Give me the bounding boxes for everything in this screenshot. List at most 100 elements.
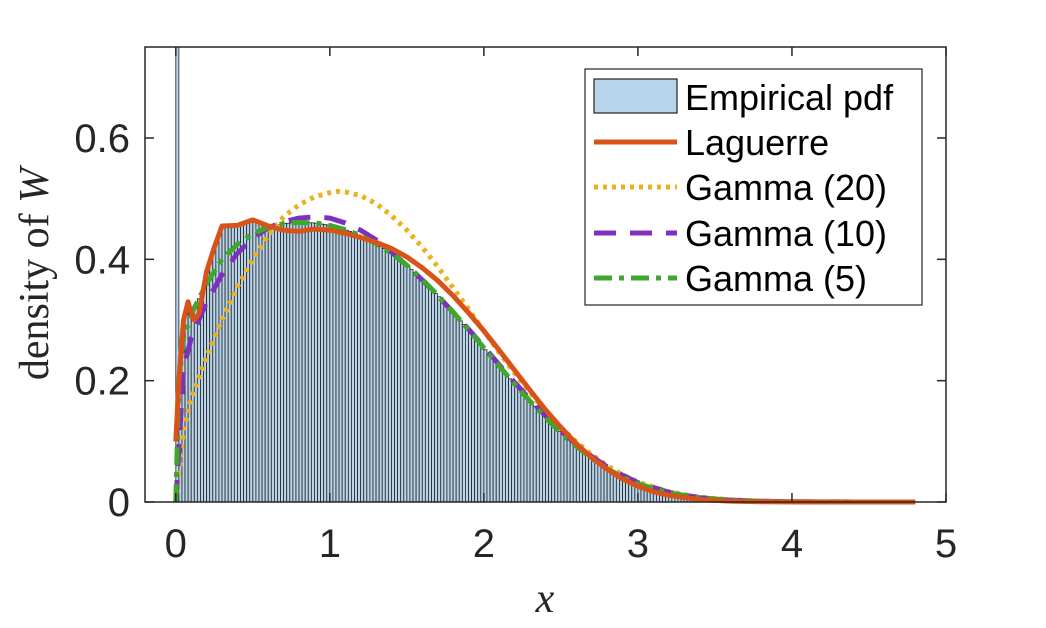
histogram-bar — [446, 306, 451, 503]
density-curves — [173, 188, 916, 505]
histogram-bar — [560, 433, 565, 503]
histogram-bar — [548, 421, 553, 503]
histogram-bar — [338, 227, 343, 503]
histogram-bar — [326, 224, 331, 503]
y-axis-label: density of W — [12, 164, 58, 380]
histogram-bar — [538, 412, 543, 503]
y-tick-label: 0.6 — [74, 117, 130, 161]
x-tick-label: 1 — [319, 522, 341, 566]
histogram-bar — [468, 331, 472, 503]
histogram-bar — [280, 223, 285, 503]
histogram-bar — [206, 266, 211, 503]
histogram-bar — [529, 402, 534, 503]
histogram-bar — [400, 261, 405, 503]
x-tick-label: 0 — [165, 522, 187, 566]
histogram-bar — [403, 263, 408, 503]
histogram-bar — [489, 356, 494, 503]
histogram-bar — [246, 221, 251, 503]
histogram-bar — [341, 228, 346, 503]
histogram-bar — [517, 388, 522, 503]
histogram-bar — [501, 371, 506, 503]
histogram-bar — [335, 227, 340, 503]
histogram-bar — [289, 222, 294, 503]
histogram-bar — [551, 424, 556, 503]
histogram-bar — [366, 239, 371, 503]
histogram-bar — [578, 449, 583, 503]
histogram-bar — [554, 427, 559, 503]
histogram-bar — [286, 222, 291, 503]
histogram-bar — [437, 296, 442, 503]
histogram-bar — [230, 225, 235, 503]
histogram-bar — [193, 304, 198, 503]
histogram-bar — [196, 298, 201, 503]
histogram-bar — [292, 222, 297, 503]
histogram-bar — [486, 352, 491, 503]
histogram-bar — [603, 467, 608, 503]
histogram-bar — [415, 274, 420, 503]
y-tick-label: 0.4 — [74, 238, 130, 282]
histogram-bar — [323, 224, 328, 503]
histogram-bar — [511, 382, 516, 503]
legend-label-gamma-20: Gamma (20) — [685, 167, 887, 208]
histogram-bar — [452, 313, 457, 503]
histogram-bar — [591, 458, 596, 503]
histogram-bar — [369, 240, 374, 503]
histogram-bar — [585, 454, 590, 503]
y-axis-label-variable: W — [12, 164, 58, 203]
histogram-bar — [542, 415, 546, 503]
histogram-bar — [270, 225, 275, 503]
histogram-bar — [483, 349, 488, 503]
histogram-bar — [575, 446, 580, 503]
histogram-bar — [295, 222, 300, 503]
histogram-bar — [449, 310, 454, 503]
histogram-bar — [563, 436, 568, 503]
histogram-bar — [391, 254, 395, 503]
histogram-bar — [520, 392, 525, 503]
histogram-bar — [606, 469, 611, 503]
histogram-bar — [443, 303, 448, 503]
histogram-bar — [471, 334, 476, 503]
x-tick-label: 5 — [935, 522, 957, 566]
histogram-bar — [394, 256, 399, 503]
histogram-bar — [320, 223, 325, 503]
x-tick-label: 4 — [781, 522, 803, 566]
histogram-bar — [298, 221, 303, 503]
histogram-bar — [273, 224, 278, 503]
histogram-bar — [317, 223, 321, 503]
x-tick-label: 2 — [473, 522, 495, 566]
histogram-bar — [492, 360, 497, 503]
histogram-bar — [428, 286, 432, 503]
histogram-bar — [372, 242, 377, 503]
histogram-bar — [332, 226, 337, 503]
series-line-laguerre — [173, 217, 916, 505]
histogram-bar — [409, 269, 414, 503]
histogram-bar — [474, 338, 479, 503]
histogram-bar — [508, 378, 513, 503]
histogram-bar — [545, 418, 549, 503]
histogram-bar — [431, 289, 435, 503]
histogram-bar — [557, 430, 562, 503]
histogram-bar — [375, 244, 380, 503]
histogram-bar — [304, 222, 309, 503]
histogram-bar — [600, 465, 605, 503]
histogram-bar — [218, 229, 223, 503]
histogram-bar — [381, 248, 386, 503]
histogram-bar — [240, 223, 244, 503]
histogram-bar — [227, 225, 232, 503]
legend-swatch-empirical — [593, 78, 678, 114]
y-tick-label: 0 — [108, 481, 130, 525]
histogram-bar — [357, 234, 362, 503]
histogram-bar — [237, 224, 241, 503]
histogram-bar — [461, 324, 466, 503]
histogram-bar — [283, 223, 288, 503]
histogram-bar — [480, 345, 485, 503]
legend-label-gamma-5: Gamma (5) — [685, 258, 867, 299]
histogram-bar — [582, 451, 586, 503]
histogram-bar — [351, 232, 355, 503]
histogram-bar — [360, 236, 365, 503]
histogram-bar — [363, 237, 368, 503]
histogram-bar — [477, 342, 482, 503]
histogram-bar — [224, 225, 229, 503]
histogram-bar — [421, 280, 426, 503]
